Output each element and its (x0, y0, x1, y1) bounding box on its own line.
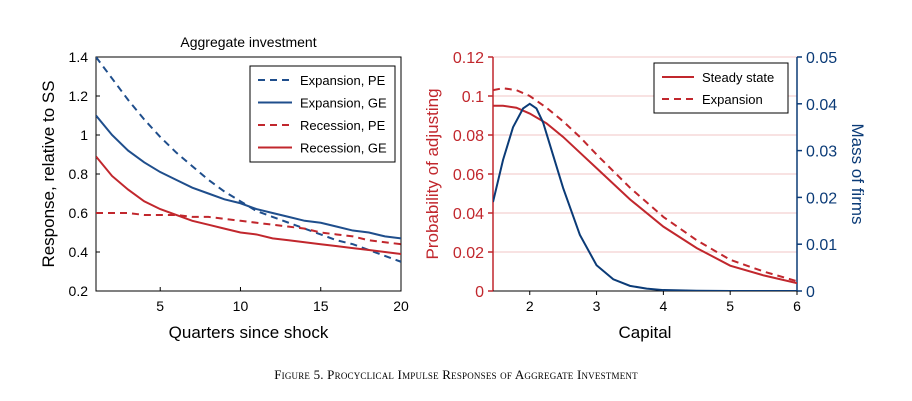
left-legend-box (249, 65, 396, 163)
right-x-tick-label: 2 (526, 298, 534, 314)
right-series-line-expansion (493, 87, 797, 283)
left-x-tick-label: 5 (156, 298, 164, 314)
left-x-axis-label: Quarters since shock (169, 323, 329, 342)
left-y-tick-label: 0.6 (69, 205, 89, 221)
left-y-axis-label: Response, relative to SS (39, 80, 58, 267)
right-x-tick-label: 3 (593, 298, 601, 314)
right-y-axis-label: Probability of adjusting (423, 88, 442, 259)
right-y2-tick-label: 0.02 (806, 190, 837, 207)
left-legend-label: Expansion, GE (300, 96, 387, 111)
right-x-tick-label: 5 (726, 298, 734, 314)
left-legend-label: Recession, PE (300, 118, 386, 133)
left-y-tick-label: 1.4 (69, 49, 89, 65)
right-series-line-mass-of-firms (493, 102, 797, 291)
left-legend-label: Expansion, PE (300, 73, 386, 88)
right-legend-label: Steady state (702, 70, 774, 85)
left-y-tick-label: 1 (80, 127, 88, 143)
right-y-tick-label: 0 (475, 284, 484, 301)
left-y-tick-label: 1.2 (69, 88, 89, 104)
right-y2-tick-label: 0.05 (806, 50, 837, 67)
right-y-tick-label: 0.02 (453, 245, 484, 262)
left-x-tick-label: 10 (233, 298, 249, 314)
right-y2-tick-label: 0 (806, 284, 815, 301)
right-series-line-steady-state (493, 104, 797, 285)
left-series-line-expansion-ge (96, 114, 401, 240)
right-y2-axis-label: Mass of firms (848, 123, 867, 224)
right-y2-tick-label: 0.04 (806, 97, 837, 114)
left-y-tick-label: 0.4 (69, 244, 89, 260)
right-y-tick-label: 0.1 (462, 89, 484, 106)
right-y2-tick-label: 0.03 (806, 144, 837, 161)
right-legend-label: Expansion (702, 92, 763, 107)
right-x-tick-label: 4 (659, 298, 667, 314)
right-y2-tick-label: 0.01 (806, 237, 837, 254)
left-y-tick-label: 0.8 (69, 166, 89, 182)
right-y-tick-label: 0.06 (453, 167, 484, 184)
left-chart-title: Aggregate investment (180, 34, 316, 50)
left-y-tick-label: 0.2 (69, 283, 89, 299)
left-x-tick-label: 15 (313, 298, 329, 314)
right-y-tick-label: 0.08 (453, 128, 484, 145)
right-x-axis-label: Capital (619, 323, 672, 342)
right-y-tick-label: 0.12 (453, 50, 484, 67)
figure-caption: Figure 5. Procyclical Impulse Responses … (274, 367, 638, 382)
right-x-tick-label: 6 (793, 298, 801, 314)
left-series-line-recession-pe (96, 212, 401, 246)
right-legend-box (653, 62, 789, 114)
left-series-line-recession-ge (96, 155, 401, 255)
left-legend-label: Recession, GE (300, 141, 387, 156)
right-y-tick-label: 0.04 (453, 206, 484, 223)
left-x-tick-label: 20 (393, 298, 409, 314)
